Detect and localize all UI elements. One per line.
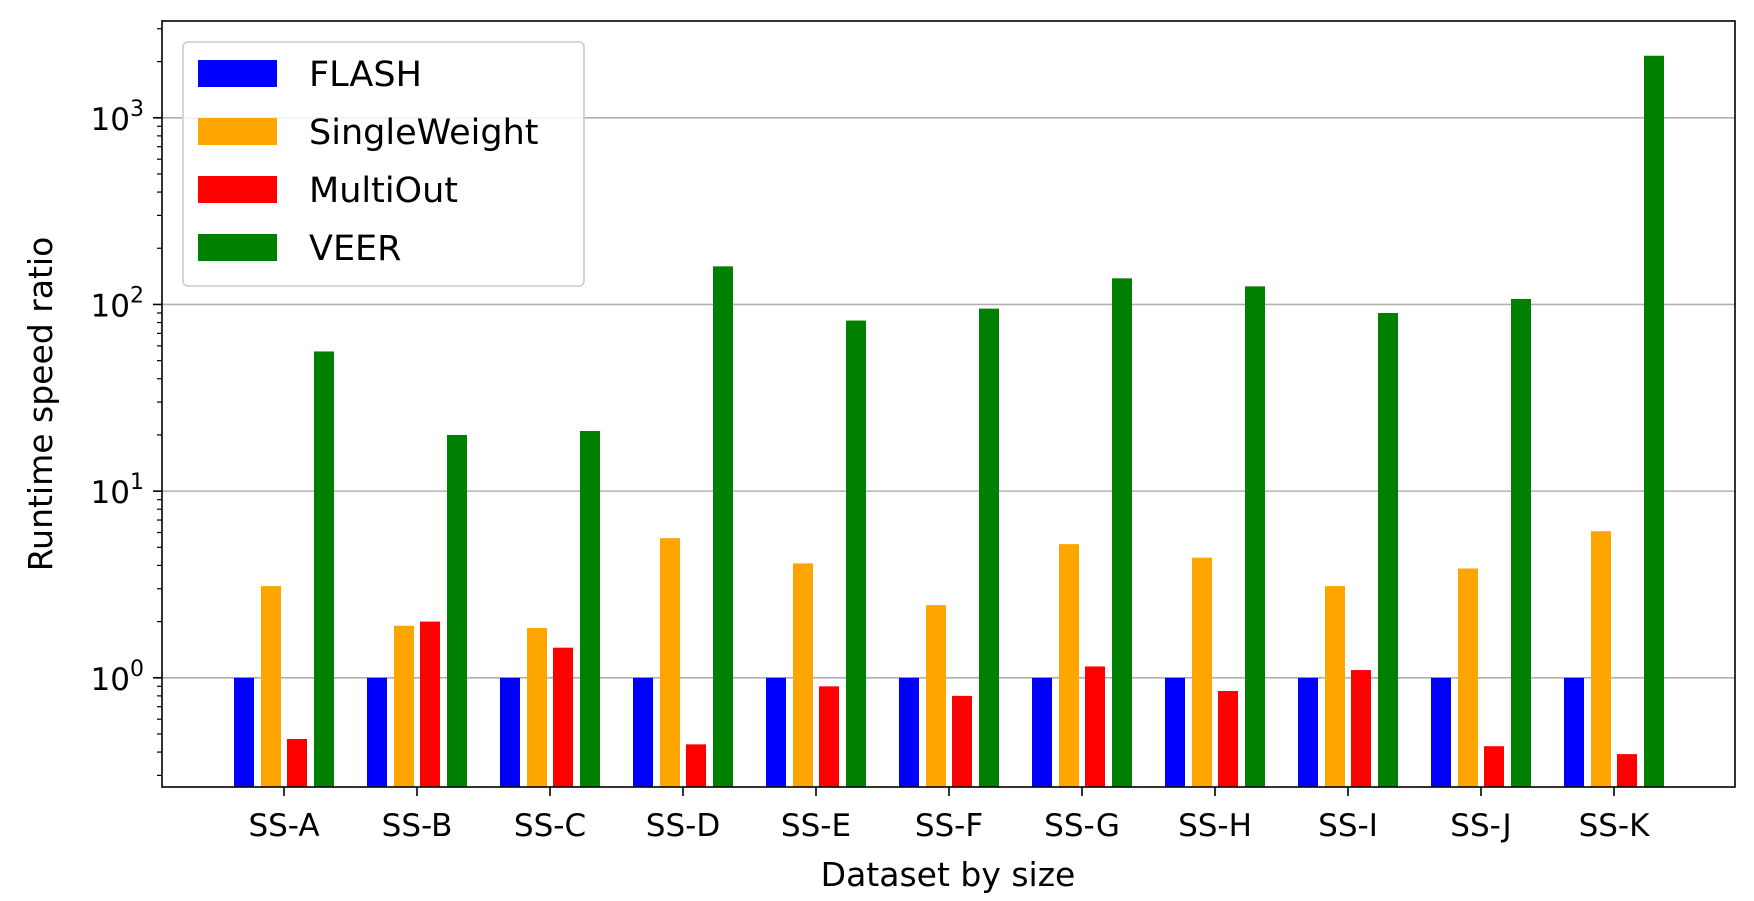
legend-label-multiout: MultiOut [309, 171, 458, 211]
bar-veer-ss-e [846, 320, 866, 787]
x-tick-label: SS-E [781, 808, 851, 844]
bar-multiout-ss-g [1085, 666, 1105, 787]
bar-singleweight-ss-i [1325, 586, 1345, 787]
x-tick-label: SS-A [248, 808, 319, 844]
bar-veer-ss-c [580, 430, 600, 787]
legend-swatch-singleweight [198, 118, 277, 145]
legend-label-veer: VEER [309, 229, 402, 269]
x-tick-label: SS-I [1318, 808, 1378, 844]
bar-singleweight-ss-h [1192, 557, 1212, 787]
bar-veer-ss-h [1245, 286, 1265, 787]
legend-swatch-multiout [198, 176, 277, 203]
bar-flash-ss-h [1165, 677, 1185, 787]
bar-flash-ss-c [500, 677, 520, 787]
y-axis: 100 101 102 103 [91, 28, 162, 776]
bar-singleweight-ss-e [793, 563, 813, 787]
bar-singleweight-ss-d [660, 538, 680, 787]
bars [234, 55, 1664, 788]
x-axis-title: Dataset by size [821, 855, 1076, 894]
x-tick-label: SS-B [382, 808, 453, 844]
bar-multiout-ss-h [1218, 690, 1238, 787]
bar-singleweight-ss-f [926, 605, 946, 787]
x-tick-label: SS-G [1044, 808, 1120, 844]
legend: FLASH SingleWeight MultiOut VEER [182, 41, 585, 287]
bar-multiout-ss-a [287, 739, 307, 787]
bar-multiout-ss-i [1351, 670, 1371, 787]
legend-label-flash: FLASH [309, 55, 422, 95]
bar-flash-ss-d [633, 677, 653, 787]
bar-singleweight-ss-c [527, 627, 547, 787]
x-tick-label: SS-H [1178, 808, 1252, 844]
legend-label-singleweight: SingleWeight [309, 113, 539, 153]
bar-multiout-ss-k [1617, 754, 1637, 787]
x-tick-label: SS-F [915, 808, 983, 844]
legend-swatch-flash [198, 60, 277, 87]
y-tick-label: 100 [91, 657, 144, 698]
bar-veer-ss-a [314, 351, 334, 787]
bar-veer-ss-g [1112, 278, 1132, 787]
legend-box [182, 41, 585, 287]
bar-veer-ss-k [1644, 55, 1664, 787]
bar-veer-ss-j [1511, 298, 1531, 787]
y-axis-title: Runtime speed ratio [21, 237, 60, 572]
bar-multiout-ss-c [553, 647, 573, 787]
bar-multiout-ss-b [420, 621, 440, 787]
bar-veer-ss-d [713, 266, 733, 788]
x-tick-label: SS-C [514, 808, 586, 844]
x-tick-label: SS-K [1579, 808, 1651, 844]
y-tick-label: 103 [91, 97, 144, 138]
bar-veer-ss-i [1378, 312, 1398, 787]
bar-veer-ss-f [979, 308, 999, 787]
x-tick-label: SS-D [646, 808, 720, 844]
bar-singleweight-ss-b [394, 625, 414, 787]
bar-singleweight-ss-a [261, 586, 281, 787]
bar-flash-ss-j [1431, 677, 1451, 787]
legend-swatch-veer [198, 234, 277, 261]
bar-flash-ss-b [367, 677, 387, 787]
bar-singleweight-ss-k [1591, 531, 1611, 787]
bar-multiout-ss-d [686, 744, 706, 787]
x-tick-label: SS-J [1450, 808, 1511, 844]
bar-singleweight-ss-g [1059, 544, 1079, 787]
bar-flash-ss-i [1298, 677, 1318, 787]
bar-flash-ss-e [766, 677, 786, 787]
y-tick-label: 102 [91, 283, 144, 324]
bar-multiout-ss-j [1484, 746, 1504, 787]
bar-multiout-ss-e [819, 686, 839, 787]
bar-veer-ss-b [447, 434, 467, 787]
bar-flash-ss-a [234, 677, 254, 787]
bar-multiout-ss-f [952, 695, 972, 787]
y-tick-label: 101 [91, 470, 144, 511]
bar-flash-ss-k [1564, 677, 1584, 787]
bar-singleweight-ss-j [1458, 568, 1478, 787]
bar-flash-ss-g [1032, 677, 1052, 787]
bar-flash-ss-f [899, 677, 919, 787]
x-axis: SS-A SS-B SS-C SS-D SS-E SS-F SS-G SS-H SS-I SS-J… [248, 787, 1650, 844]
